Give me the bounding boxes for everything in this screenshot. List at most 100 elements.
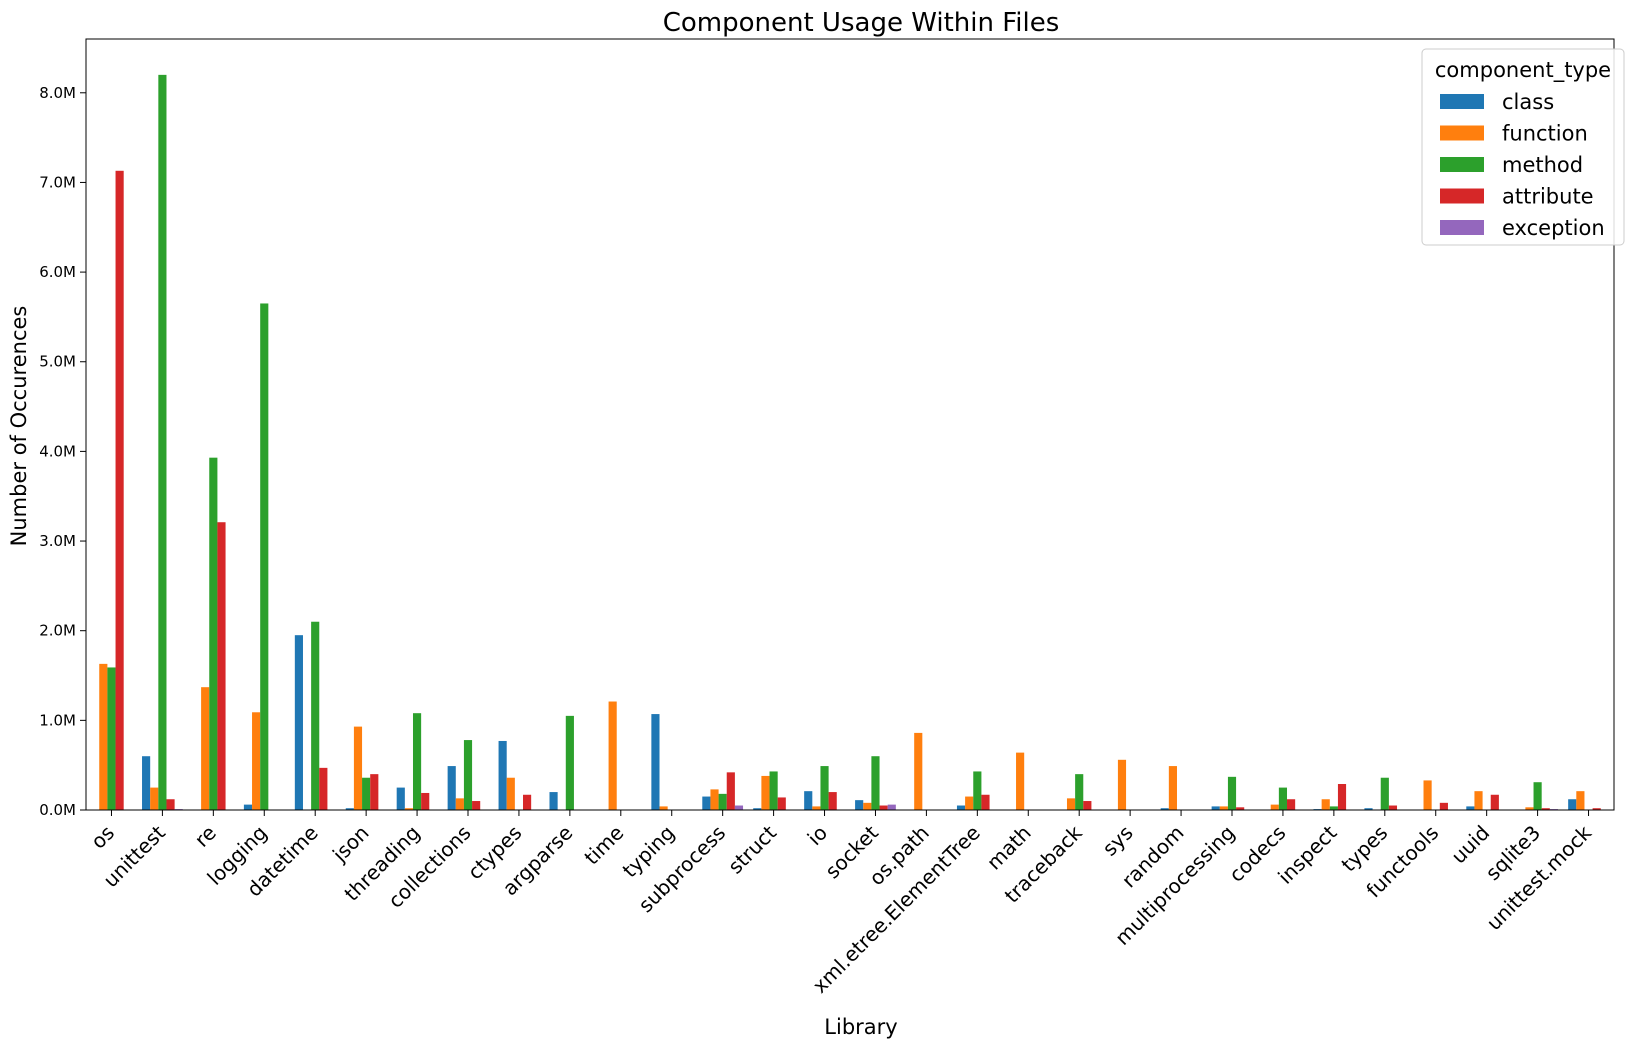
bar-attribute-io: [828, 792, 837, 810]
bar-function-traceback: [1066, 798, 1076, 810]
legend: component_type class function method attrib…: [1421, 48, 1625, 246]
bar-method-logging: [260, 303, 269, 810]
bar-attribute-collections: [472, 801, 481, 810]
bar-attribute-unittest: [166, 799, 175, 810]
bar-attribute-subprocess: [726, 772, 735, 810]
bar-class-types: [1364, 808, 1373, 810]
bar-function-logging: [252, 712, 261, 810]
bar-method-types: [1380, 777, 1389, 810]
legend-label-attribute: attribute: [1502, 185, 1594, 209]
x-tick-label: struct: [723, 820, 781, 878]
bar-method-argparse: [565, 715, 574, 810]
legend-label-function: function: [1502, 122, 1588, 146]
x-tick-label: re: [190, 821, 221, 852]
bar-function-multiprocessing: [1219, 806, 1228, 810]
bar-attribute-os: [115, 170, 124, 811]
legend-title: component_type: [1435, 58, 1611, 83]
bar-function-socket: [863, 802, 872, 810]
legend-swatch-function: [1440, 125, 1484, 141]
bar-attribute-re: [217, 522, 226, 810]
bar-attribute-socket: [879, 805, 888, 810]
bar-class-xml.etree.ElementTree: [956, 805, 966, 810]
bar-function-inspect: [1321, 799, 1330, 810]
bar-function-struct: [761, 775, 770, 810]
bar-attribute-traceback: [1083, 801, 1092, 810]
bar-method-multiprocessing: [1227, 776, 1237, 810]
bar-function-xml.etree.ElementTree: [965, 796, 974, 810]
bar-function-typing: [659, 806, 668, 810]
y-tick-label: 1.0M: [39, 711, 76, 729]
bar-method-codecs: [1278, 787, 1288, 810]
bar-function-time: [608, 701, 617, 810]
bar-class-collections: [447, 766, 456, 810]
bar-class-multiprocessing: [1211, 806, 1220, 810]
bar-function-uuid: [1474, 791, 1483, 810]
bar-method-io: [820, 766, 829, 810]
bar-function-json: [353, 726, 363, 810]
bar-class-unittest: [142, 756, 151, 810]
bar-function-ctypes: [506, 777, 515, 810]
bar-class-typing: [651, 714, 660, 810]
bar-attribute-struct: [777, 797, 786, 810]
bar-class-io: [804, 791, 813, 810]
bar-attribute-sqlite3: [1541, 808, 1550, 810]
y-tick-label: 6.0M: [39, 263, 76, 281]
bar-attribute-unittest.mock: [1592, 808, 1601, 810]
chart-title: Component Usage Within Files: [663, 8, 1060, 38]
bar-method-collections: [463, 740, 473, 810]
bar-attribute-types: [1388, 805, 1398, 810]
bar-method-struct: [769, 771, 778, 810]
bar-class-argparse: [549, 792, 558, 810]
bar-attribute-threading: [421, 792, 430, 810]
bar-method-subprocess: [718, 793, 727, 810]
bar-class-ctypes: [498, 740, 507, 810]
bar-attribute-xml.etree.ElementTree: [981, 794, 990, 810]
bar-function-codecs: [1270, 804, 1279, 810]
bar-function-functools: [1423, 780, 1432, 810]
bar-function-collections: [455, 798, 464, 810]
bar-method-unittest: [158, 74, 167, 811]
bar-class-logging: [243, 804, 253, 810]
bar-function-random: [1168, 766, 1177, 810]
bar-attribute-inspect: [1337, 784, 1347, 810]
bar-function-re: [201, 687, 210, 810]
y-tick-label: 3.0M: [39, 532, 76, 550]
bar-function-sqlite3: [1525, 807, 1534, 810]
bar-attribute-codecs: [1287, 799, 1296, 810]
bar-class-threading: [396, 787, 405, 810]
bar-exception-socket: [887, 804, 896, 810]
bar-attribute-uuid: [1490, 794, 1499, 810]
bar-function-sys: [1117, 759, 1127, 810]
bar-attribute-functools: [1439, 802, 1448, 810]
bar-class-struct: [753, 808, 762, 810]
bar-class-socket: [855, 800, 864, 810]
bar-function-os.path: [914, 732, 923, 810]
bar-method-datetime: [311, 621, 320, 810]
axes-frame: [85, 38, 1615, 811]
legend-swatch-exception: [1440, 220, 1484, 235]
bar-method-xml.etree.ElementTree: [973, 771, 982, 810]
x-axis-label: Library: [824, 1015, 897, 1039]
bar-method-os: [107, 667, 116, 810]
bar-class-random: [1160, 808, 1169, 810]
y-axis-label: Number of Occurences: [7, 306, 31, 547]
y-tick-label: 5.0M: [39, 353, 76, 371]
bar-function-io: [812, 806, 821, 810]
bar-attribute-multiprocessing: [1236, 807, 1245, 810]
bar-attribute-json: [370, 774, 379, 810]
bar-function-unittest: [150, 787, 159, 810]
bar-class-uuid: [1466, 806, 1475, 810]
legend-label-exception: exception: [1502, 216, 1605, 240]
legend-swatch-class: [1440, 94, 1484, 109]
bar-method-sqlite3: [1533, 782, 1542, 810]
bar-exception-subprocess: [734, 805, 744, 810]
bar-method-traceback: [1075, 774, 1084, 810]
bar-attribute-datetime: [319, 767, 328, 810]
legend-swatch-method: [1440, 157, 1484, 172]
x-tick-label: sys: [1098, 821, 1138, 861]
bar-method-socket: [871, 756, 880, 810]
legend-label-class: class: [1502, 90, 1554, 114]
bar-function-math: [1016, 752, 1025, 810]
y-tick-label: 2.0M: [39, 622, 76, 640]
